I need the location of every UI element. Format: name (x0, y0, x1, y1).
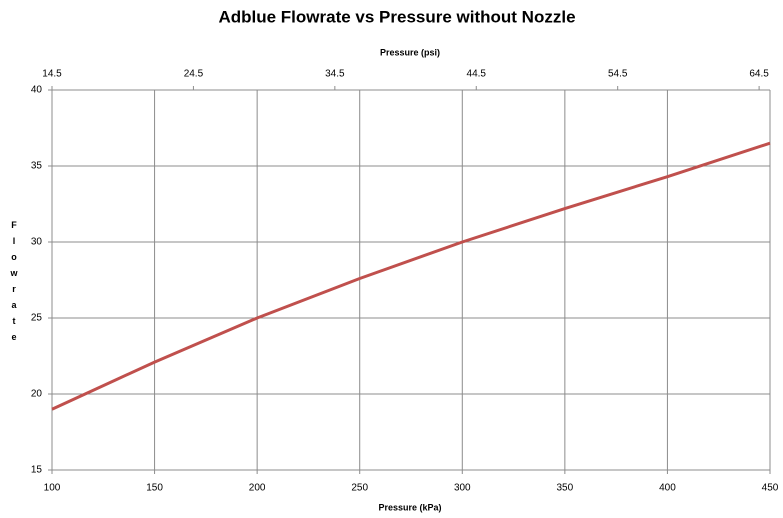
x-tick-label: 300 (454, 483, 471, 494)
x-tick-label: 250 (351, 483, 368, 494)
x2-axis-title: Pressure (psi) (380, 47, 440, 57)
y-tick-label: 20 (31, 389, 43, 400)
x-tick-label: 100 (44, 483, 61, 494)
x2-tick-label: 14.5 (42, 69, 62, 80)
x2-tick-label: 54.5 (608, 69, 628, 80)
x-tick-label: 150 (146, 483, 163, 494)
y-tick-label: 40 (31, 85, 43, 96)
x-axis-title: Pressure (kPa) (378, 502, 441, 512)
x2-tick-label: 64.5 (749, 69, 769, 80)
x-tick-label: 450 (762, 483, 779, 494)
chart-title: Adblue Flowrate vs Pressure without Nozz… (218, 7, 575, 26)
x-tick-label: 400 (659, 483, 676, 494)
data-line (51, 141, 771, 411)
x2-tick-label: 24.5 (184, 69, 204, 80)
y-tick-label: 25 (31, 313, 43, 324)
y-tick-label: 35 (31, 161, 43, 172)
x-tick-label: 350 (557, 483, 574, 494)
x2-tick-label: 34.5 (325, 69, 345, 80)
x-tick-label: 200 (249, 483, 266, 494)
y-tick-label: 15 (31, 465, 43, 476)
x2-tick-label: 44.5 (467, 69, 487, 80)
y-tick-label: 30 (31, 237, 43, 248)
